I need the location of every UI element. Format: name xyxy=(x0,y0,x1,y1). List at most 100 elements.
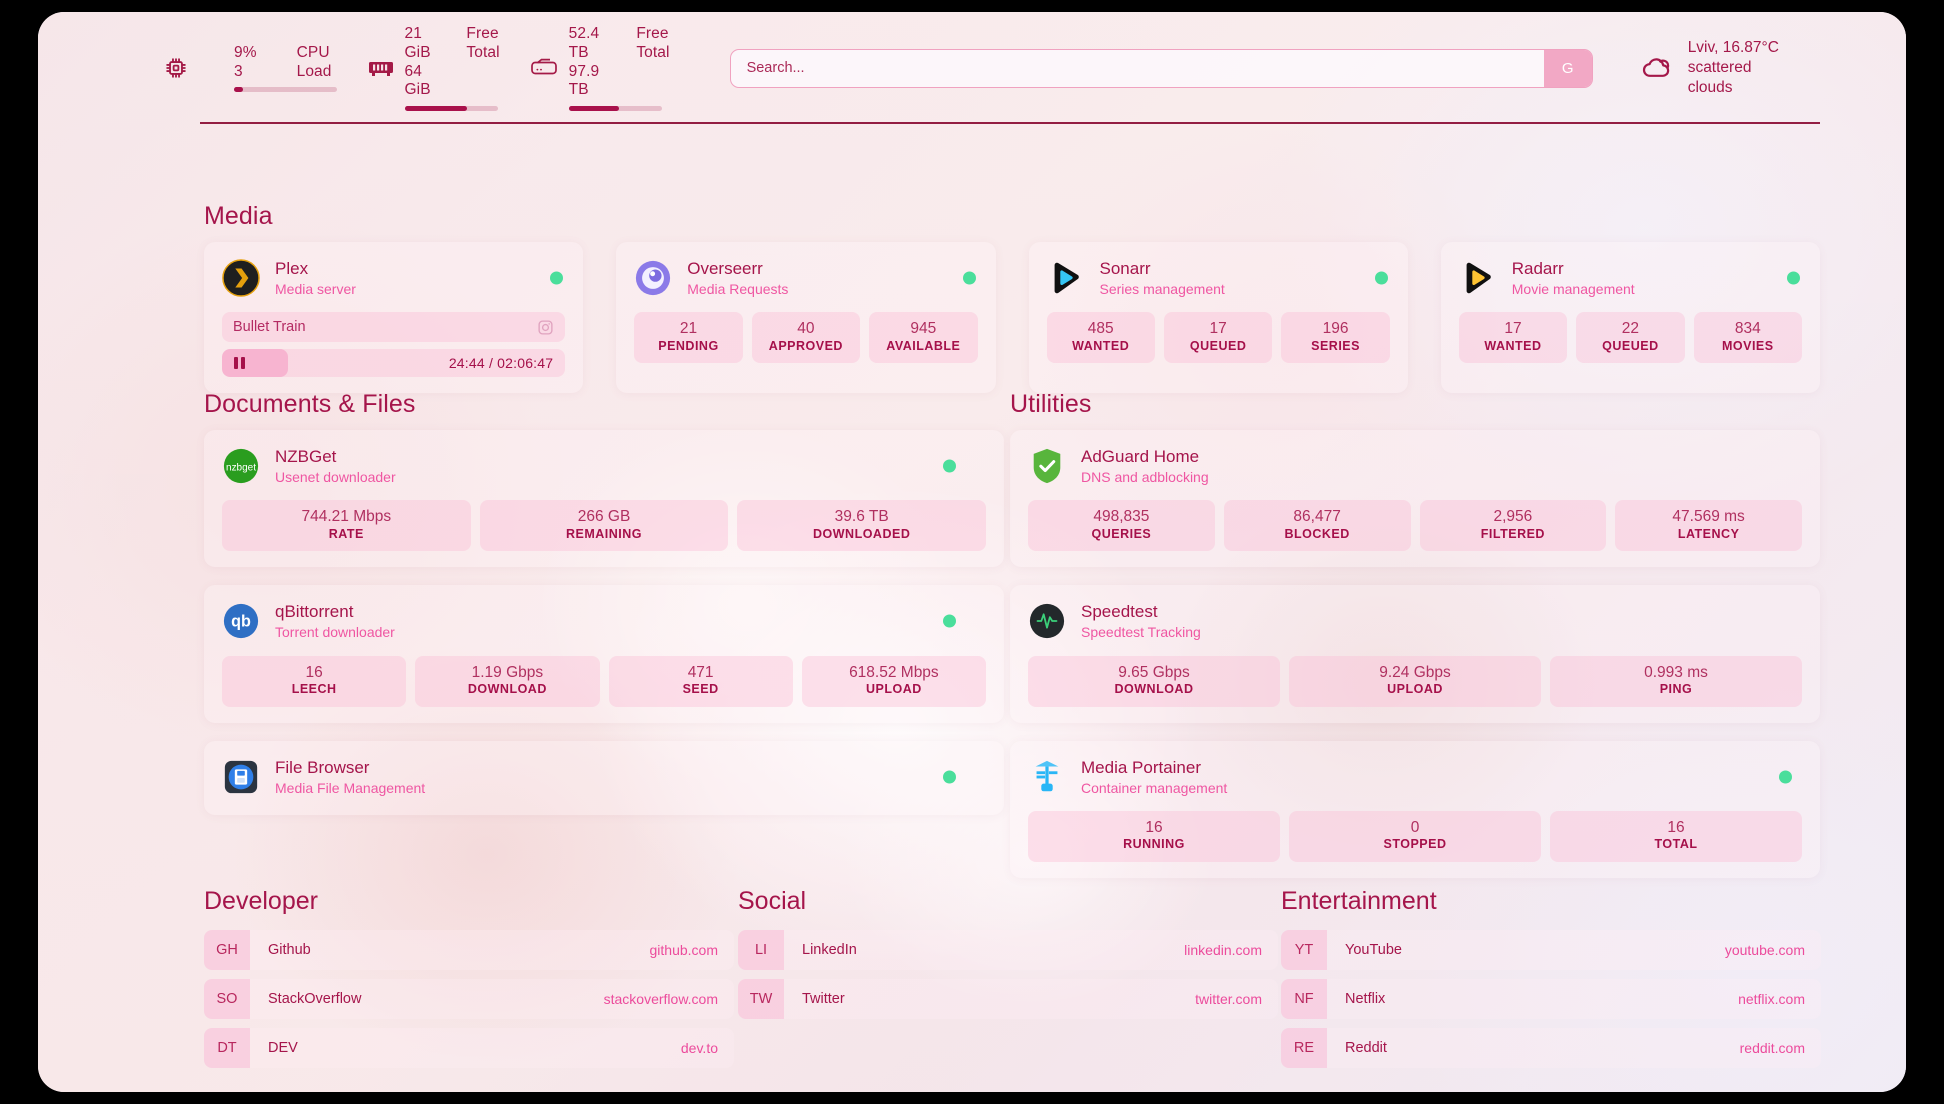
background-tint xyxy=(38,12,1906,1092)
cpu-icon xyxy=(163,55,189,81)
bookmark-item[interactable]: GH Github github.com xyxy=(204,930,734,970)
stat-item: 945 AVAILABLE xyxy=(869,312,978,364)
stat-label: APPROVED xyxy=(768,338,843,353)
service-card-overseerr[interactable]: Overseerr Media Requests 21 PENDING 40 A… xyxy=(616,242,996,394)
bookmark-name: Twitter xyxy=(802,991,845,1007)
stat-row: 498,835 QUERIES 86,477 BLOCKED 2,956 FIL… xyxy=(1028,500,1802,552)
stat-label: AVAILABLE xyxy=(886,338,961,353)
playback-progress[interactable]: 24:44 / 02:06:47 xyxy=(222,349,566,378)
stat-label: DOWNLOAD xyxy=(1114,681,1194,696)
playback-time: 24:44 / 02:06:47 xyxy=(449,355,553,371)
stat-label: BLOCKED xyxy=(1284,526,1350,541)
bookmark-group-social: Social LI LinkedIn linkedin.com TW Twitt… xyxy=(738,887,1278,1028)
disk-usage-bar xyxy=(568,106,662,112)
bookmark-item[interactable]: YT YouTube youtube.com xyxy=(1281,930,1821,970)
service-card-speedtest[interactable]: Speedtest Speedtest Tracking 9.65 Gbps D… xyxy=(1010,585,1820,723)
cpu-usage-value: 9% xyxy=(234,43,257,61)
stat-item: 16 RUNNING xyxy=(1028,810,1280,862)
status-indicator-online xyxy=(550,271,564,285)
stat-item: 196 SERIES xyxy=(1281,312,1390,364)
service-name: Overseerr xyxy=(687,259,763,278)
filebrowser-icon xyxy=(222,758,260,796)
stat-value: 266 GB xyxy=(577,508,631,526)
pause-icon[interactable] xyxy=(234,357,245,370)
stat-label: STOPPED xyxy=(1383,837,1447,852)
stat-item: 47.569 ms LATENCY xyxy=(1615,500,1802,552)
search-bar[interactable]: G xyxy=(729,48,1593,88)
stat-value: 21 xyxy=(679,320,698,338)
service-card-adguard-home[interactable]: AdGuard Home DNS and adblocking 498,835 … xyxy=(1010,430,1820,568)
stat-value: 17 xyxy=(1209,320,1227,338)
stat-row: 16 RUNNING 0 STOPPED 16 TOTAL xyxy=(1028,810,1802,862)
stat-value: 196 xyxy=(1322,320,1349,338)
service-subtitle: Speedtest Tracking xyxy=(1081,624,1201,641)
adguard-icon xyxy=(1028,447,1066,485)
service-subtitle: Media File Management xyxy=(275,779,426,796)
bookmark-item[interactable]: DT DEV dev.to xyxy=(204,1028,734,1068)
bookmark-item[interactable]: NF Netflix netflix.com xyxy=(1281,979,1821,1019)
service-name: Radarr xyxy=(1511,259,1564,278)
stat-label: DOWNLOAD xyxy=(467,681,547,696)
ram-usage-bar xyxy=(404,106,498,112)
stat-item: 0.993 ms PING xyxy=(1550,655,1802,707)
stat-item: 471 SEED xyxy=(608,655,793,707)
service-subtitle: Container management xyxy=(1081,779,1228,796)
documents-card-column: nzbget NZBGet Usenet downloader 744.21 M… xyxy=(204,430,1004,815)
stat-item: 16 LEECH xyxy=(222,655,407,707)
disk-icon xyxy=(530,57,558,79)
stat-label: MOVIES xyxy=(1721,338,1774,353)
bookmark-name: LinkedIn xyxy=(802,942,857,958)
stat-value: 9.24 Gbps xyxy=(1379,663,1451,681)
bookmark-abbr: RE xyxy=(1281,1028,1327,1068)
bookmark-item[interactable]: RE Reddit reddit.com xyxy=(1281,1028,1821,1068)
weather-widget[interactable]: Lviv, 16.87°C scattered clouds xyxy=(1639,38,1783,98)
utilities-card-column: AdGuard Home DNS and adblocking 498,835 … xyxy=(1010,430,1820,878)
service-name: File Browser xyxy=(275,757,370,777)
cast-icon[interactable] xyxy=(537,319,554,336)
service-subtitle: Media Requests xyxy=(687,281,789,298)
service-card-nzbget[interactable]: nzbget NZBGet Usenet downloader 744.21 M… xyxy=(204,430,1004,568)
stat-label: QUEUED xyxy=(1602,338,1659,353)
stat-row: 17 WANTED 22 QUEUED 834 MOVIES xyxy=(1458,312,1803,364)
cloud-icon xyxy=(1639,53,1675,83)
bookmark-name: Github xyxy=(268,942,311,958)
stat-label: DOWNLOADED xyxy=(813,526,911,541)
stat-label: REMAINING xyxy=(565,526,643,541)
cpu-usage-bar xyxy=(234,87,337,93)
disk-label-bottom: Total xyxy=(636,43,670,61)
service-card-qbittorrent[interactable]: qb qBittorrent Torrent downloader 16 LEE… xyxy=(204,585,1004,723)
service-card-file-browser[interactable]: File Browser Media File Management xyxy=(204,740,1004,815)
stat-value: 47.569 ms xyxy=(1672,508,1745,526)
bookmark-url: github.com xyxy=(649,942,718,958)
bookmark-url: netflix.com xyxy=(1738,991,1805,1007)
dashboard-content: 9% 3 CPU Load xyxy=(38,12,1906,1092)
stat-label: LEECH xyxy=(291,681,337,696)
weather-location-temp: Lviv, 16.87°C xyxy=(1687,38,1779,56)
stat-value: 16 xyxy=(305,663,323,681)
bookmark-item[interactable]: SO StackOverflow stackoverflow.com xyxy=(204,979,734,1019)
service-card-radarr[interactable]: Radarr Movie management 17 WANTED 22 QUE… xyxy=(1440,242,1820,394)
stat-value: 86,477 xyxy=(1293,508,1341,526)
ram-used-value: 21 GiB xyxy=(404,24,431,61)
bookmark-group-title: Social xyxy=(738,887,807,915)
cpu-label-bottom: Load xyxy=(296,62,332,80)
stat-row: 744.21 Mbps RATE 266 GB REMAINING 39.6 T… xyxy=(222,500,987,552)
bookmark-url: youtube.com xyxy=(1724,942,1805,958)
stat-value: 0.993 ms xyxy=(1644,663,1708,681)
cpu-label-top: CPU xyxy=(296,43,330,61)
service-subtitle: Usenet downloader xyxy=(275,469,396,486)
stat-label: RUNNING xyxy=(1123,837,1185,852)
service-card-sonarr[interactable]: Sonarr Series management 485 WANTED 17 Q… xyxy=(1028,242,1408,394)
search-input[interactable] xyxy=(730,49,1544,87)
service-card-plex[interactable]: Plex Media server Bullet Train xyxy=(204,242,584,394)
service-card-media-portainer[interactable]: Media Portainer Container management 16 … xyxy=(1010,740,1820,878)
bookmark-item[interactable]: LI LinkedIn linkedin.com xyxy=(738,930,1278,970)
stat-item: 618.52 Mbps UPLOAD xyxy=(801,655,986,707)
stat-item: 17 WANTED xyxy=(1458,312,1568,364)
search-engine-button[interactable]: G xyxy=(1543,49,1592,87)
stat-item: 485 WANTED xyxy=(1046,312,1155,364)
stat-value: 744.21 Mbps xyxy=(301,508,392,526)
bookmark-item[interactable]: TW Twitter twitter.com xyxy=(738,979,1278,1019)
stat-value: 39.6 TB xyxy=(834,508,889,526)
stat-value: 16 xyxy=(1145,818,1163,836)
